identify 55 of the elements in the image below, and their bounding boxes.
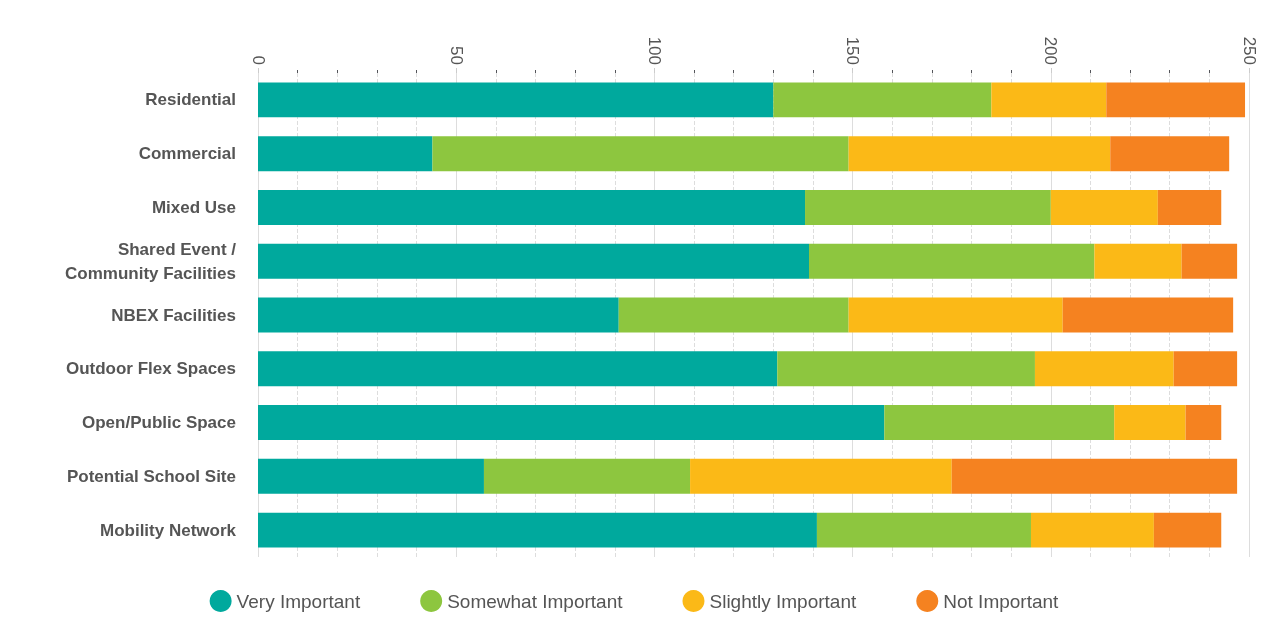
- x-tick-label: 200: [1041, 36, 1061, 65]
- y-tick-label: NBEX Facilities: [111, 305, 236, 325]
- legend-label: Somewhat Important: [447, 590, 624, 612]
- x-tick-label: 250: [1239, 36, 1259, 65]
- bar: [1110, 136, 1230, 172]
- x-tick-label: 100: [644, 36, 664, 65]
- bar: [258, 297, 619, 333]
- legend-label: Not Important: [943, 590, 1060, 612]
- bar: [258, 136, 433, 172]
- bar: [258, 243, 809, 279]
- y-tick-label: Mobility Network: [99, 520, 237, 540]
- bar: [951, 458, 1238, 494]
- bar: [809, 243, 1095, 279]
- x-tick-label: 0: [248, 55, 268, 65]
- bar: [432, 136, 849, 172]
- bar: [816, 512, 1031, 548]
- bar: [805, 189, 1051, 225]
- x-tick-label: 150: [843, 36, 863, 65]
- bar: [1173, 351, 1238, 387]
- bar: [1185, 405, 1222, 441]
- bar: [258, 512, 817, 548]
- bar: [690, 458, 952, 494]
- bar: [1034, 351, 1174, 387]
- bar: [1157, 189, 1222, 225]
- bar: [848, 136, 1111, 172]
- bar: [773, 82, 992, 118]
- y-tick-label: Open/Public Space: [82, 413, 236, 433]
- bar: [258, 189, 806, 225]
- y-tick-label: Outdoor Flex Spaces: [65, 359, 236, 379]
- bar: [618, 297, 849, 333]
- y-tick-label: Commercial: [138, 144, 236, 164]
- bar: [1030, 512, 1154, 548]
- bar: [258, 458, 484, 494]
- bar: [483, 458, 691, 494]
- bar: [884, 405, 1115, 441]
- bar: [1153, 512, 1222, 548]
- bar: [1050, 189, 1158, 225]
- y-tick-label: Shared Event / Community Facilities: [65, 239, 237, 283]
- bar: [258, 405, 885, 441]
- bar: [258, 351, 778, 387]
- y-tick-label: Potential School Site: [66, 466, 236, 486]
- bar: [777, 351, 1035, 387]
- bar: [1062, 297, 1234, 333]
- bar: [1181, 243, 1238, 279]
- bar: [258, 82, 774, 118]
- bar: [848, 297, 1063, 333]
- legend-label: Very Important: [236, 590, 361, 612]
- x-tick-label: 50: [446, 46, 466, 65]
- bar: [991, 82, 1107, 118]
- y-tick-label: Residential: [145, 90, 236, 110]
- bar: [1114, 405, 1186, 441]
- y-tick-label: Mixed Use: [151, 197, 236, 217]
- legend-label: Slightly Important: [709, 590, 857, 612]
- bar: [1094, 243, 1182, 279]
- bar: [1106, 82, 1246, 118]
